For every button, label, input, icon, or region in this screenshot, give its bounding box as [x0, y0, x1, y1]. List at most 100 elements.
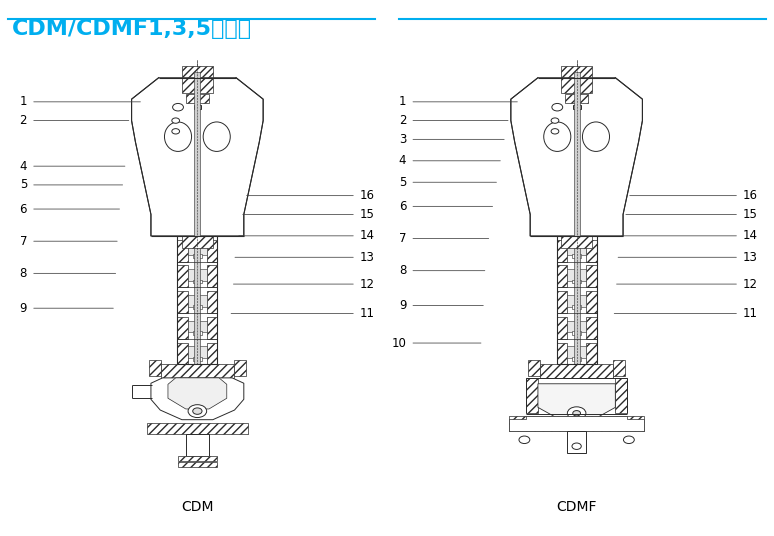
- Text: 10: 10: [392, 337, 406, 349]
- Bar: [572, 357, 581, 361]
- Bar: [188, 321, 207, 332]
- Bar: [182, 78, 213, 93]
- Bar: [586, 343, 597, 364]
- Bar: [567, 243, 586, 255]
- Bar: [567, 321, 586, 332]
- Text: 15: 15: [360, 208, 375, 221]
- Bar: [193, 357, 202, 361]
- Bar: [557, 317, 567, 339]
- Bar: [182, 66, 213, 78]
- Bar: [207, 240, 217, 262]
- Text: 9: 9: [19, 302, 27, 315]
- Polygon shape: [168, 378, 227, 409]
- Text: 8: 8: [19, 267, 27, 280]
- Polygon shape: [132, 78, 263, 236]
- Text: 5: 5: [399, 176, 406, 189]
- Bar: [149, 360, 161, 376]
- Bar: [573, 105, 580, 109]
- Circle shape: [573, 411, 580, 416]
- Bar: [188, 295, 207, 307]
- Bar: [613, 360, 625, 376]
- Bar: [565, 94, 588, 103]
- Text: 1: 1: [399, 95, 406, 108]
- Text: 5: 5: [19, 178, 27, 191]
- Bar: [561, 78, 592, 93]
- Bar: [178, 462, 217, 467]
- Circle shape: [172, 118, 180, 123]
- Bar: [557, 291, 567, 313]
- Bar: [557, 265, 567, 287]
- Circle shape: [173, 103, 183, 111]
- Bar: [561, 66, 592, 78]
- Text: 6: 6: [19, 203, 27, 215]
- Bar: [572, 254, 581, 258]
- Circle shape: [188, 405, 207, 418]
- Text: 14: 14: [743, 229, 758, 242]
- Bar: [161, 364, 234, 378]
- Bar: [186, 434, 209, 456]
- Bar: [207, 265, 217, 287]
- Bar: [188, 243, 207, 255]
- Bar: [557, 343, 567, 364]
- Text: 2: 2: [19, 114, 27, 127]
- Bar: [586, 240, 597, 262]
- Bar: [574, 72, 580, 364]
- Bar: [207, 343, 217, 364]
- Bar: [572, 280, 581, 284]
- Text: 15: 15: [743, 208, 758, 221]
- Bar: [567, 269, 586, 281]
- Bar: [567, 431, 587, 452]
- Bar: [528, 360, 540, 376]
- Text: 12: 12: [743, 278, 758, 291]
- Bar: [186, 94, 209, 103]
- Text: 1: 1: [19, 95, 27, 108]
- Bar: [567, 295, 586, 307]
- Bar: [509, 416, 644, 431]
- Bar: [586, 291, 597, 313]
- Bar: [193, 306, 202, 309]
- Text: 7: 7: [19, 235, 27, 248]
- Bar: [586, 265, 597, 287]
- Circle shape: [567, 407, 586, 420]
- Text: 9: 9: [399, 299, 406, 312]
- Bar: [207, 317, 217, 339]
- Bar: [177, 240, 188, 262]
- Circle shape: [551, 118, 559, 123]
- Text: 13: 13: [743, 251, 758, 264]
- Bar: [540, 364, 613, 378]
- Bar: [193, 331, 202, 335]
- Text: 4: 4: [19, 160, 27, 173]
- Bar: [177, 317, 188, 339]
- Text: 16: 16: [360, 189, 375, 202]
- Bar: [557, 240, 567, 262]
- Text: 16: 16: [743, 189, 758, 202]
- Bar: [177, 291, 188, 313]
- Bar: [567, 346, 586, 358]
- Bar: [586, 317, 597, 339]
- Text: 6: 6: [399, 200, 406, 213]
- Text: 14: 14: [360, 229, 375, 242]
- Bar: [188, 346, 207, 358]
- Polygon shape: [509, 416, 644, 431]
- Bar: [194, 105, 201, 109]
- Bar: [147, 423, 248, 434]
- Bar: [182, 236, 213, 248]
- Text: 2: 2: [399, 114, 406, 127]
- Circle shape: [551, 129, 559, 134]
- Bar: [194, 72, 200, 364]
- Bar: [193, 254, 202, 258]
- Bar: [193, 280, 202, 284]
- Text: 13: 13: [360, 251, 375, 264]
- Polygon shape: [151, 378, 244, 420]
- Text: CDMF: CDMF: [557, 500, 597, 513]
- Bar: [177, 343, 188, 364]
- Bar: [572, 306, 581, 309]
- Text: CDM: CDM: [181, 500, 214, 513]
- Text: 11: 11: [360, 307, 375, 320]
- Bar: [207, 291, 217, 313]
- Circle shape: [172, 129, 180, 134]
- Circle shape: [193, 408, 202, 414]
- Circle shape: [552, 103, 563, 111]
- Circle shape: [519, 436, 529, 443]
- Polygon shape: [511, 78, 642, 236]
